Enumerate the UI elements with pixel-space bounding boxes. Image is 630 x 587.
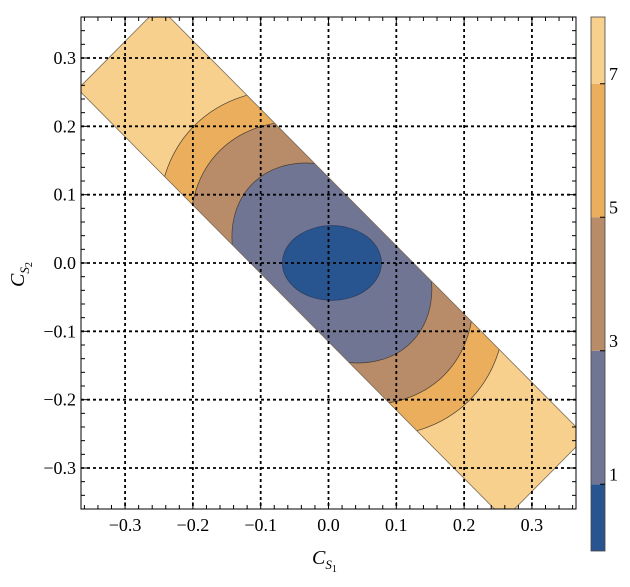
x-axis-title: CS1 (312, 547, 337, 575)
x-tick-label-0: −0.3 (109, 515, 142, 535)
y-axis-title: CS2 (7, 262, 35, 287)
x-tick-label-4: 0.1 (385, 515, 408, 535)
x-tick-label-2: −0.1 (244, 515, 277, 535)
colorbar-tick-label-3: 7 (609, 64, 618, 84)
y-tick-label-3: 0.0 (54, 253, 77, 273)
colorbar-segment-0 (591, 484, 605, 551)
y-tick-label-1: −0.2 (43, 390, 76, 410)
colorbar-segment-1 (591, 350, 605, 485)
y-tick-labels: −0.3 −0.2 −0.1 0.0 0.1 0.2 0.3 (43, 48, 76, 478)
colorbar-tick-label-2: 5 (609, 197, 618, 217)
y-tick-label-4: 0.1 (54, 185, 77, 205)
colorbar-tick-label-0: 1 (609, 464, 618, 484)
dashed-grid (81, 17, 576, 509)
colorbar-frame (590, 16, 606, 552)
colorbar-segment-4 (591, 17, 605, 84)
x-tick-label-6: 0.3 (521, 515, 544, 535)
band-outline (81, 17, 576, 509)
x-tick-labels: −0.3 −0.2 −0.1 0.0 0.1 0.2 0.3 (109, 515, 543, 535)
colorbar-segment-3 (591, 83, 605, 218)
colorbar-segment-2 (591, 217, 605, 351)
colorbar: 1 3 5 7 (590, 16, 618, 552)
y-tick-label-5: 0.2 (54, 116, 77, 136)
x-tick-label-3: 0.0 (317, 515, 340, 535)
y-tick-label-0: −0.3 (43, 458, 76, 478)
axis-ticks (81, 16, 576, 510)
colorbar-tick-label-1: 3 (609, 331, 618, 351)
x-tick-label-5: 0.2 (453, 515, 476, 535)
y-tick-label-6: 0.3 (54, 48, 77, 68)
y-tick-label-2: −0.1 (43, 321, 76, 341)
x-tick-label-1: −0.2 (177, 515, 210, 535)
